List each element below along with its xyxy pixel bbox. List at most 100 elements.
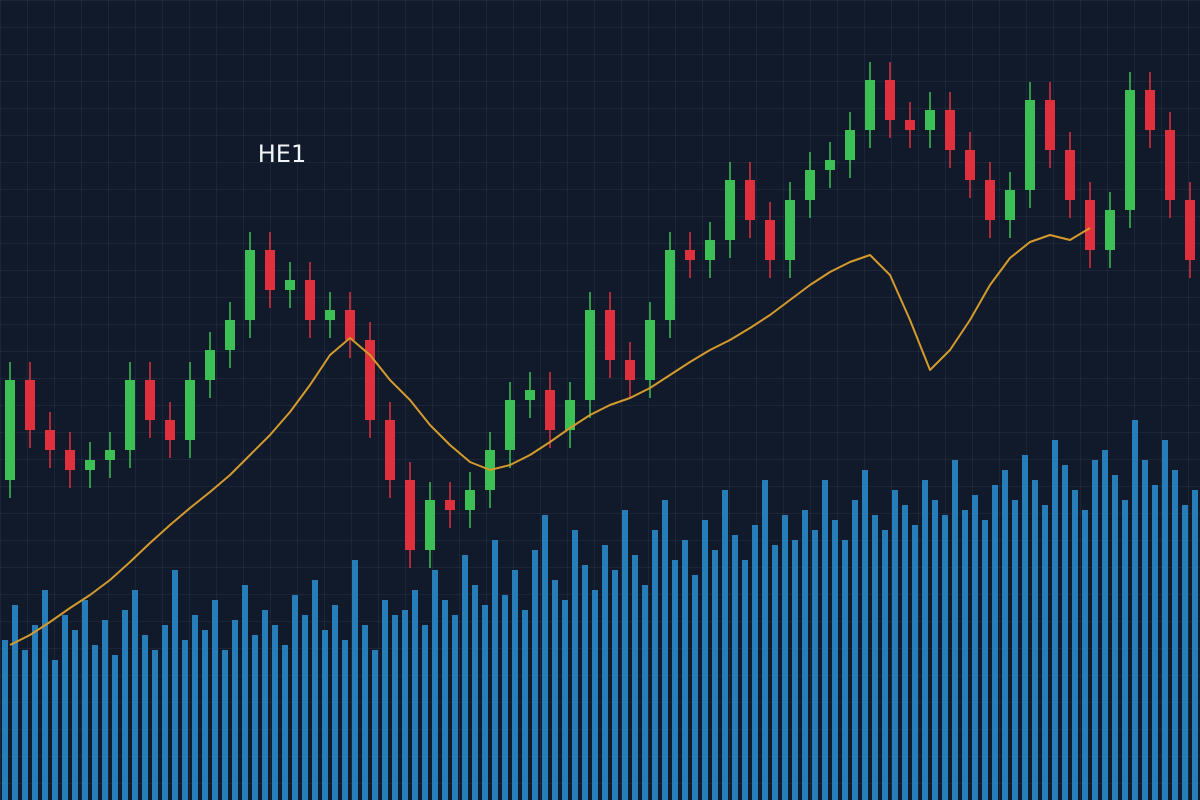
- volume-bar: [82, 600, 88, 800]
- volume-bar: [1172, 470, 1178, 800]
- volume-bar: [1162, 440, 1168, 800]
- candle-body: [565, 400, 575, 430]
- volume-bar: [872, 515, 878, 800]
- volume-bar: [942, 515, 948, 800]
- volume-bar: [402, 610, 408, 800]
- volume-bar: [192, 615, 198, 800]
- volume-bar: [272, 625, 278, 800]
- volume-bar: [1192, 490, 1198, 800]
- volume-bar: [822, 480, 828, 800]
- volume-bar: [1152, 485, 1158, 800]
- candle-body: [585, 310, 595, 400]
- volume-bar: [992, 485, 998, 800]
- volume-bar: [222, 650, 228, 800]
- volume-bar: [522, 610, 528, 800]
- volume-bar: [1052, 440, 1058, 800]
- candle-body: [1085, 200, 1095, 250]
- candle-body: [5, 380, 15, 480]
- candle-body: [345, 310, 355, 340]
- volume-bar: [742, 560, 748, 800]
- candle-body: [505, 400, 515, 450]
- volume-bar: [602, 545, 608, 800]
- volume-bar: [582, 565, 588, 800]
- candle-body: [45, 430, 55, 450]
- candle-body: [625, 360, 635, 380]
- candle-body: [305, 280, 315, 320]
- volume-bar: [552, 580, 558, 800]
- volume-bar: [722, 490, 728, 800]
- candle-body: [845, 130, 855, 160]
- candle-body: [125, 380, 135, 450]
- candle-body: [245, 250, 255, 320]
- volume-bar: [932, 500, 938, 800]
- candle-body: [705, 240, 715, 260]
- volume-bar: [532, 550, 538, 800]
- volume-bar: [962, 510, 968, 800]
- candle-body: [365, 340, 375, 420]
- volume-bar: [72, 630, 78, 800]
- volume-bar: [262, 610, 268, 800]
- volume-bar: [492, 540, 498, 800]
- volume-bar: [632, 555, 638, 800]
- volume-bar: [752, 525, 758, 800]
- volume-bar: [422, 625, 428, 800]
- candle-body: [765, 220, 775, 260]
- volume-bar: [862, 470, 868, 800]
- volume-bar: [152, 650, 158, 800]
- volume-bar: [52, 660, 58, 800]
- volume-bar: [1072, 490, 1078, 800]
- candle-body: [325, 310, 335, 320]
- volume-bar: [372, 650, 378, 800]
- candle-body: [1125, 90, 1135, 210]
- volume-bar: [242, 585, 248, 800]
- candle-body: [1145, 90, 1155, 130]
- volume-bar: [702, 520, 708, 800]
- volume-bar: [612, 570, 618, 800]
- candle-body: [65, 450, 75, 470]
- volume-bar: [112, 655, 118, 800]
- candle-body: [1165, 130, 1175, 200]
- candle-body: [925, 110, 935, 130]
- candle-body: [1025, 100, 1035, 190]
- volume-bar: [2, 640, 8, 800]
- volume-bar: [232, 620, 238, 800]
- volume-bar: [952, 460, 958, 800]
- volume-bar: [102, 620, 108, 800]
- ma-layer: [9, 227, 1091, 646]
- volume-bar: [452, 615, 458, 800]
- volume-bar: [982, 520, 988, 800]
- volume-bar: [12, 605, 18, 800]
- volume-bar: [182, 640, 188, 800]
- volume-bar: [1082, 510, 1088, 800]
- volume-bar: [1042, 505, 1048, 800]
- candle-body: [825, 160, 835, 170]
- volume-bar: [732, 535, 738, 800]
- volume-bar: [252, 635, 258, 800]
- volume-bar: [312, 580, 318, 800]
- volume-bar: [622, 510, 628, 800]
- candle-body: [805, 170, 815, 200]
- volume-bar: [432, 570, 438, 800]
- volume-bar: [902, 505, 908, 800]
- candle-body: [1105, 210, 1115, 250]
- volume-bar: [1102, 450, 1108, 800]
- volume-bar: [292, 595, 298, 800]
- volume-bar: [132, 590, 138, 800]
- volume-bar: [362, 625, 368, 800]
- volume-bar: [642, 585, 648, 800]
- candle-body: [725, 180, 735, 240]
- candle-body: [385, 420, 395, 480]
- volume-bar: [592, 590, 598, 800]
- candle-body: [145, 380, 155, 420]
- candle-body: [965, 150, 975, 180]
- volume-bar: [412, 590, 418, 800]
- candle-body: [605, 310, 615, 360]
- volume-bar: [852, 500, 858, 800]
- candle-body: [745, 180, 755, 220]
- volume-bar: [892, 490, 898, 800]
- volume-bar: [972, 495, 978, 800]
- volume-bar: [1092, 460, 1098, 800]
- volume-bar: [652, 530, 658, 800]
